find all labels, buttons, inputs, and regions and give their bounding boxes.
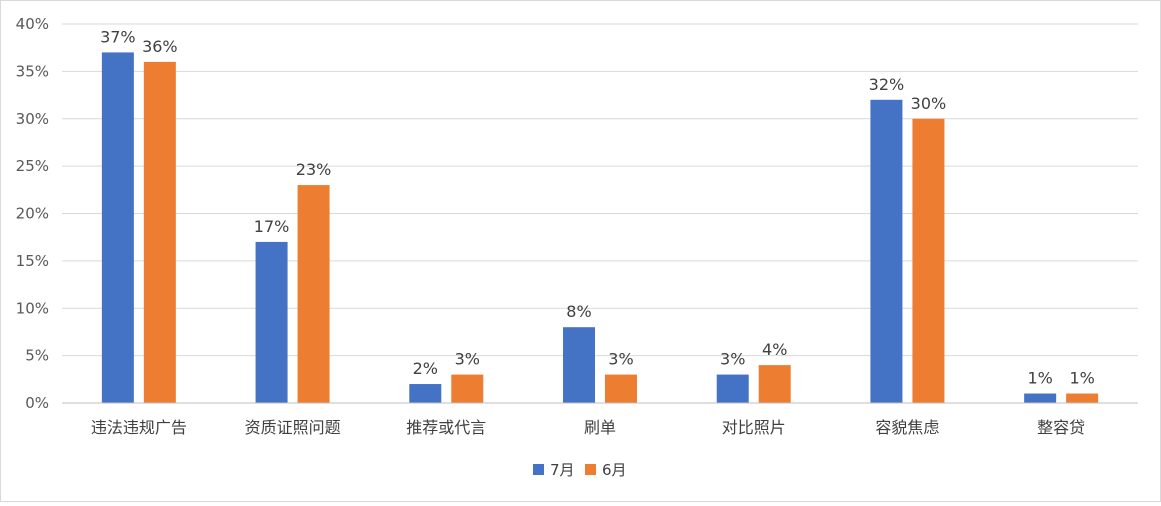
bar-series-1 [1024, 393, 1057, 403]
y-tick-label: 35% [16, 62, 49, 80]
legend-swatch [533, 464, 544, 475]
bar-series-1 [255, 241, 288, 403]
legend-swatch [585, 464, 596, 475]
data-label: 17% [254, 217, 290, 236]
y-tick-label: 40% [16, 15, 49, 33]
bars [101, 52, 1099, 404]
data-label: 1% [1069, 369, 1094, 388]
bar-series-2 [605, 374, 637, 403]
y-tick-label: 5% [25, 347, 49, 365]
bar-series-1 [409, 384, 442, 403]
data-labels: 37% 36% 17% 23% 2% 3% 8% 3% 3% 4% 32% 30% 1% 1% [100, 27, 1095, 387]
data-label: 3% [720, 350, 745, 369]
bar-series-2 [451, 374, 484, 403]
legend-label: 6月 [602, 461, 627, 479]
x-axis-categories: 违法违规广告 资质证照问题 推荐或代言 刷单 对比照片 容貌焦虑 整容贷 [91, 418, 1085, 437]
legend: 7月 6月 [533, 461, 627, 479]
y-tick-label: 20% [16, 205, 49, 223]
bar-series-2 [912, 118, 945, 403]
data-label: 37% [100, 27, 136, 46]
x-category-label: 对比照片 [722, 418, 786, 437]
bar-series-1 [716, 374, 749, 403]
bar-series-1 [870, 99, 903, 404]
y-tick-label: 30% [16, 110, 49, 128]
y-tick-label: 10% [16, 299, 49, 317]
data-label: 36% [142, 37, 178, 56]
bar-series-2 [758, 365, 791, 403]
data-label: 30% [911, 94, 947, 113]
x-category-label: 容貌焦虑 [875, 418, 939, 437]
legend-label: 7月 [550, 461, 575, 479]
data-label: 4% [762, 340, 787, 359]
data-label: 32% [869, 75, 905, 94]
x-category-label: 推荐或代言 [406, 418, 486, 437]
y-tick-label: 15% [16, 252, 49, 270]
bar-series-1 [563, 327, 595, 403]
bar-series-2 [1066, 393, 1099, 403]
x-category-label: 整容贷 [1037, 418, 1085, 437]
data-label: 8% [566, 302, 591, 321]
data-label: 2% [413, 359, 438, 378]
x-category-label: 刷单 [584, 418, 616, 437]
data-label: 3% [455, 350, 480, 369]
bar-series-1 [101, 52, 134, 404]
gridlines [62, 23, 1138, 357]
x-category-label: 资质证照问题 [245, 418, 341, 437]
x-category-label: 违法违规广告 [91, 418, 187, 437]
y-tick-label: 25% [16, 157, 49, 175]
y-axis-ticks: 0% 5% 10% 15% 20% 25% 30% 35% 40% [16, 15, 49, 412]
data-label: 23% [296, 160, 332, 179]
y-tick-label: 0% [25, 394, 49, 412]
bar-series-2 [297, 185, 330, 403]
data-label: 3% [608, 350, 633, 369]
data-label: 1% [1027, 369, 1052, 388]
bar-series-2 [143, 61, 176, 404]
